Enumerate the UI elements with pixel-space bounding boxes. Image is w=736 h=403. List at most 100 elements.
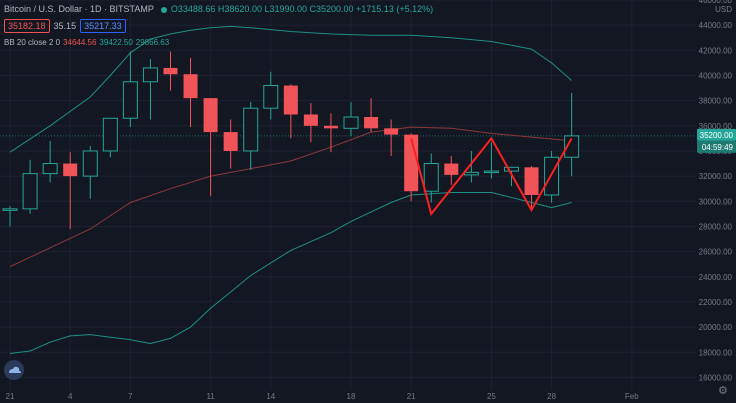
y-tick-label: 38000.00 (699, 97, 733, 106)
bb-lower-line (9, 192, 572, 354)
candle-body (122, 81, 138, 119)
time-axis[interactable]: 21 4 7 11 14 18 21 25 28 Feb (6, 392, 640, 401)
candle (483, 142, 499, 179)
symbol-title[interactable]: Bitcoin / U.S. Dollar · 1D · BITSTAMP (4, 4, 154, 14)
y-tick-label: 42000.00 (699, 46, 733, 55)
x-tick-label: 28 (547, 392, 556, 401)
candle (122, 51, 138, 128)
y-tick-label: 20000.00 (699, 323, 733, 332)
indicator-lower-value: 29866.63 (135, 38, 170, 47)
y-tick-label: 28000.00 (699, 222, 733, 231)
candle (82, 145, 98, 199)
candle (564, 92, 580, 177)
y-tick-label: 46000.00 (699, 0, 733, 5)
candle-body (163, 67, 178, 75)
candle (463, 150, 479, 183)
candle-body (444, 163, 459, 175)
price-tag (697, 128, 736, 141)
candle (323, 113, 338, 153)
cloud-logo-icon[interactable] (4, 360, 24, 380)
spread-value: 35.15 (53, 21, 77, 31)
sell-button[interactable]: 35182.18 (4, 19, 50, 33)
candle-body (183, 74, 198, 99)
candle (42, 140, 58, 183)
candle-body (524, 167, 539, 195)
bb-basis-line (9, 126, 572, 268)
candle (283, 84, 298, 139)
candle-body (483, 170, 499, 174)
market-status-icon (160, 6, 167, 13)
indicator-upper-value: 39422.50 (99, 38, 133, 47)
candle (364, 98, 379, 133)
candle-body (223, 132, 238, 151)
ohlc-values: O33488.66 H38620.00 L31990.00 C35200.00 … (170, 4, 434, 14)
candle-body (102, 117, 118, 152)
bollinger-bands (9, 25, 572, 354)
price-axis[interactable]: 16000.00 18000.00 20000.00 22000.00 24000.00… (697, 0, 736, 382)
y-tick-label: 22000.00 (699, 298, 733, 307)
x-tick-label: 11 (206, 392, 215, 401)
zigzag-pattern (410, 136, 573, 217)
candle (404, 133, 419, 202)
candle (2, 206, 18, 227)
candle-body (503, 166, 519, 172)
x-tick-label: 21 (407, 392, 416, 401)
candle (444, 156, 459, 185)
y-tick-label: 30000.00 (699, 197, 733, 206)
candle (503, 166, 519, 187)
candle-body (42, 163, 58, 175)
y-tick-label: 36000.00 (699, 122, 733, 131)
candle (343, 101, 359, 136)
candle-body (343, 116, 359, 129)
x-tick-label: 18 (347, 392, 356, 401)
candle (303, 103, 318, 143)
candle-body (323, 125, 338, 129)
candle (183, 57, 198, 128)
candle (243, 101, 259, 170)
buy-button[interactable]: 35217.33 (80, 19, 126, 33)
candle-body (142, 67, 158, 83)
symbol-header: Bitcoin / U.S. Dollar · 1D · BITSTAMP O33… (4, 4, 438, 14)
y-tick-label: 40000.00 (699, 71, 733, 80)
candle-body (384, 128, 399, 135)
y-tick-label: 16000.00 (699, 373, 733, 382)
candle (203, 98, 218, 197)
candle-body (2, 208, 18, 211)
x-tick-label: 14 (266, 392, 275, 401)
candle-body (243, 107, 259, 152)
candle (22, 159, 38, 214)
candle-body (463, 171, 479, 176)
y-tick-label: 18000.00 (699, 348, 733, 357)
candle-body (22, 173, 38, 210)
candle-body (263, 85, 279, 109)
candle-body (423, 163, 439, 192)
trade-buttons: 35182.18 35.15 35217.33 (4, 19, 130, 33)
candle-body (404, 134, 419, 192)
candle (423, 153, 439, 203)
candle (102, 117, 118, 158)
countdown-tag (697, 140, 736, 153)
price-tag-text: 35200.00 (700, 131, 734, 140)
pattern-line (410, 136, 573, 217)
candle (384, 119, 399, 156)
candle-body (364, 117, 379, 129)
countdown-text: 04:59:49 (702, 143, 734, 152)
y-tick-label: 26000.00 (699, 248, 733, 257)
candle-body (303, 114, 318, 126)
candle-body (283, 85, 298, 115)
candle (223, 119, 238, 169)
x-tick-label: 21 (6, 392, 15, 401)
x-tick-label: 7 (128, 392, 133, 401)
indicator-label: BB 20 close 2 0 (4, 38, 61, 47)
gear-icon[interactable]: ⚙ (718, 385, 728, 397)
indicator-legend[interactable]: BB 20 close 2 0 34644.56 39422.50 29866.63 (4, 38, 169, 47)
candle (142, 59, 158, 120)
indicator-basis-value: 34644.56 (63, 38, 97, 47)
grid (0, 0, 696, 390)
currency-label: USD (715, 5, 732, 14)
candle-body (564, 135, 580, 158)
bb-upper-line (9, 25, 572, 153)
x-tick-label: 4 (68, 392, 73, 401)
candle-body (63, 163, 78, 177)
